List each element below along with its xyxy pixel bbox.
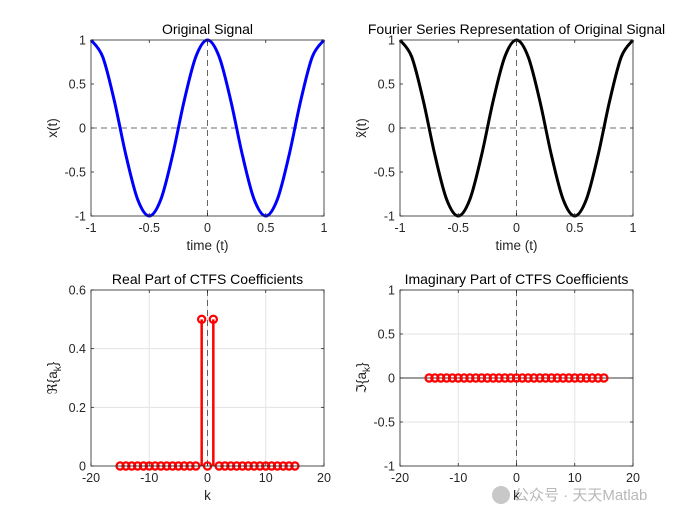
- chart-4: -20 -10 0 10 20 -1 -0.5 0 0.5 1 Imaginary Part of …: [354, 271, 640, 503]
- y-tick-label: 0: [388, 122, 395, 136]
- stem-marker: [196, 314, 207, 325]
- y-tick-label: 1: [388, 34, 395, 48]
- watermark-text: 公众号 · 天天Matlab: [514, 487, 648, 504]
- x-tick-label: 20: [626, 471, 640, 485]
- stem-marker: [453, 373, 463, 383]
- stem-marker: [447, 373, 458, 383]
- stem-marker: [494, 373, 504, 383]
- x-tick-label: 0: [513, 221, 520, 235]
- stem-marker: [430, 373, 440, 383]
- stem-marker: [500, 373, 510, 383]
- x-tick-label: -20: [82, 471, 100, 485]
- y-axis-label: ℜ{ak}: [45, 361, 64, 394]
- chart-title: Real Part of CTFS Coefficients: [112, 271, 303, 287]
- x-axis-label: k: [204, 488, 211, 503]
- y-tick-label: -1: [384, 210, 395, 224]
- x-tick-label: -0.5: [138, 221, 160, 235]
- stem-marker: [465, 373, 475, 383]
- x-tick-label: -1: [85, 221, 96, 235]
- stem-marker: [529, 373, 539, 383]
- stem-marker: [593, 373, 603, 383]
- y-tick-label: -0.5: [373, 416, 395, 430]
- x-tick-label: 1: [630, 221, 637, 235]
- stem-marker: [436, 373, 446, 383]
- stem-marker: [581, 373, 592, 383]
- y-axis-label: x(t): [45, 118, 60, 138]
- stem-marker: [564, 373, 574, 383]
- stem-marker: [523, 373, 533, 383]
- x-tick-label: 10: [259, 471, 273, 485]
- x-tick-label: 1: [321, 221, 328, 235]
- x-axis-label: time (t): [496, 238, 538, 253]
- stem-marker: [488, 373, 498, 383]
- x-tick-label: -10: [140, 471, 158, 485]
- y-axis-label: x̃(t): [354, 118, 369, 138]
- stem-marker: [546, 373, 557, 383]
- y-tick-label: 0.5: [69, 78, 86, 92]
- y-tick-label: -1: [384, 460, 395, 474]
- x-tick-label: -0.5: [447, 221, 469, 235]
- stem-marker: [587, 373, 597, 383]
- stem-marker: [441, 373, 452, 383]
- y-tick-label: 1: [388, 284, 395, 298]
- stem-marker: [575, 373, 586, 383]
- stem-marker: [558, 373, 568, 383]
- y-tick-label: 0: [79, 460, 86, 474]
- stem-marker: [535, 373, 545, 383]
- x-tick-label: -20: [391, 471, 409, 485]
- stem-marker: [476, 373, 487, 383]
- stem-marker: [511, 373, 522, 383]
- y-tick-label: 1: [79, 34, 86, 48]
- x-tick-label: 0.5: [257, 221, 274, 235]
- chart-title: Fourier Series Representation of Origina…: [368, 21, 665, 37]
- chart-title: Original Signal: [162, 21, 253, 37]
- y-tick-label: -1: [75, 210, 86, 224]
- x-tick-label: 0: [204, 471, 211, 485]
- stem-marker: [517, 373, 528, 383]
- stem-marker: [208, 314, 219, 325]
- stem-marker: [424, 373, 434, 383]
- y-tick-label: 0.6: [69, 284, 86, 298]
- watermark: 公众号 · 天天Matlab: [492, 484, 647, 505]
- stem-marker: [570, 373, 580, 383]
- x-tick-label: 0: [513, 471, 520, 485]
- y-tick-label: 0: [388, 372, 395, 386]
- chart-3: -20 -10 0 10 20 0 0.2 0.4 0.6 Real Part of CTFS C…: [45, 271, 331, 503]
- y-axis-label: ℑ{ak}: [354, 362, 373, 393]
- y-tick-label: -0.5: [64, 166, 86, 180]
- y-tick-label: 0.5: [378, 78, 395, 92]
- x-tick-label: 10: [568, 471, 582, 485]
- y-tick-label: -0.5: [373, 166, 395, 180]
- x-tick-label: 0: [204, 221, 211, 235]
- y-tick-label: 0.4: [69, 342, 86, 356]
- chart-title: Imaginary Part of CTFS Coefficients: [405, 271, 629, 287]
- stem-marker: [482, 373, 493, 383]
- chart-1: -1 -0.5 0 0.5 1 -1 -0.5 0 0.5 1 Original Signal tim…: [45, 21, 328, 253]
- x-axis-label: k: [513, 488, 520, 503]
- y-tick-label: 0.2: [69, 401, 86, 415]
- x-tick-label: 20: [317, 471, 331, 485]
- x-tick-label: 0.5: [566, 221, 583, 235]
- x-axis-label: time (t): [187, 238, 229, 253]
- x-tick-label: -1: [394, 221, 405, 235]
- stem-marker: [459, 373, 469, 383]
- wechat-icon: [492, 485, 510, 504]
- stem-marker: [540, 373, 551, 383]
- stem-marker: [599, 373, 609, 383]
- stem-marker: [505, 373, 516, 383]
- y-tick-label: 0.5: [378, 328, 395, 342]
- stem-marker: [552, 373, 562, 383]
- y-tick-label: 0: [79, 122, 86, 136]
- stem-marker: [471, 373, 481, 383]
- x-tick-label: -10: [449, 471, 467, 485]
